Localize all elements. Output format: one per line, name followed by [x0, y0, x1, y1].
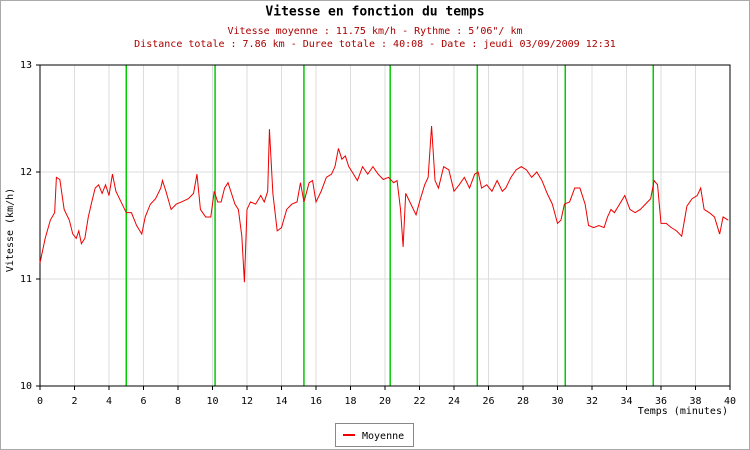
y-tick-label: 13: [20, 60, 32, 71]
chart-title: Vitesse en fonction du temps: [265, 5, 484, 20]
x-tick-label: 18: [344, 396, 356, 407]
y-tick-label: 12: [20, 167, 32, 178]
y-tick-label: 10: [20, 381, 32, 392]
data-line: [39, 125, 729, 283]
x-tick-label: 20: [379, 396, 391, 407]
x-tick-label: 12: [241, 396, 253, 407]
x-tick-label: 10: [206, 396, 218, 407]
subtitle: Vitesse moyenne : 11.75 km/h - Rythme : …: [227, 26, 522, 37]
x-tick-label: 34: [620, 396, 632, 407]
x-tick-label: 14: [275, 396, 287, 407]
x-tick-label: 26: [482, 396, 494, 407]
plot-border: [39, 64, 731, 387]
x-tick-label: 4: [106, 396, 112, 407]
legend: [335, 423, 414, 447]
subtitle: Distance totale : 7.86 km - Duree totale…: [134, 39, 616, 50]
y-axis-label: Vitesse (km/h): [5, 188, 16, 272]
x-tick-label: 36: [655, 396, 667, 407]
x-tick-label: 24: [448, 396, 460, 407]
x-tick-label: 40: [724, 396, 736, 407]
x-tick-label: 30: [551, 396, 563, 407]
y-tick-label: 11: [20, 274, 32, 285]
x-tick-label: 16: [310, 396, 322, 407]
x-tick-label: 6: [140, 396, 146, 407]
legend-label: Moyenne: [362, 431, 404, 442]
x-tick-label: 32: [586, 396, 598, 407]
x-tick-label: 28: [517, 396, 529, 407]
x-tick-label: 22: [413, 396, 425, 407]
x-tick-label: 8: [175, 396, 181, 407]
x-tick-label: 38: [689, 396, 701, 407]
x-tick-label: 2: [71, 396, 77, 407]
x-axis-label: Temps (minutes): [638, 406, 728, 417]
x-tick-label: 0: [37, 396, 43, 407]
